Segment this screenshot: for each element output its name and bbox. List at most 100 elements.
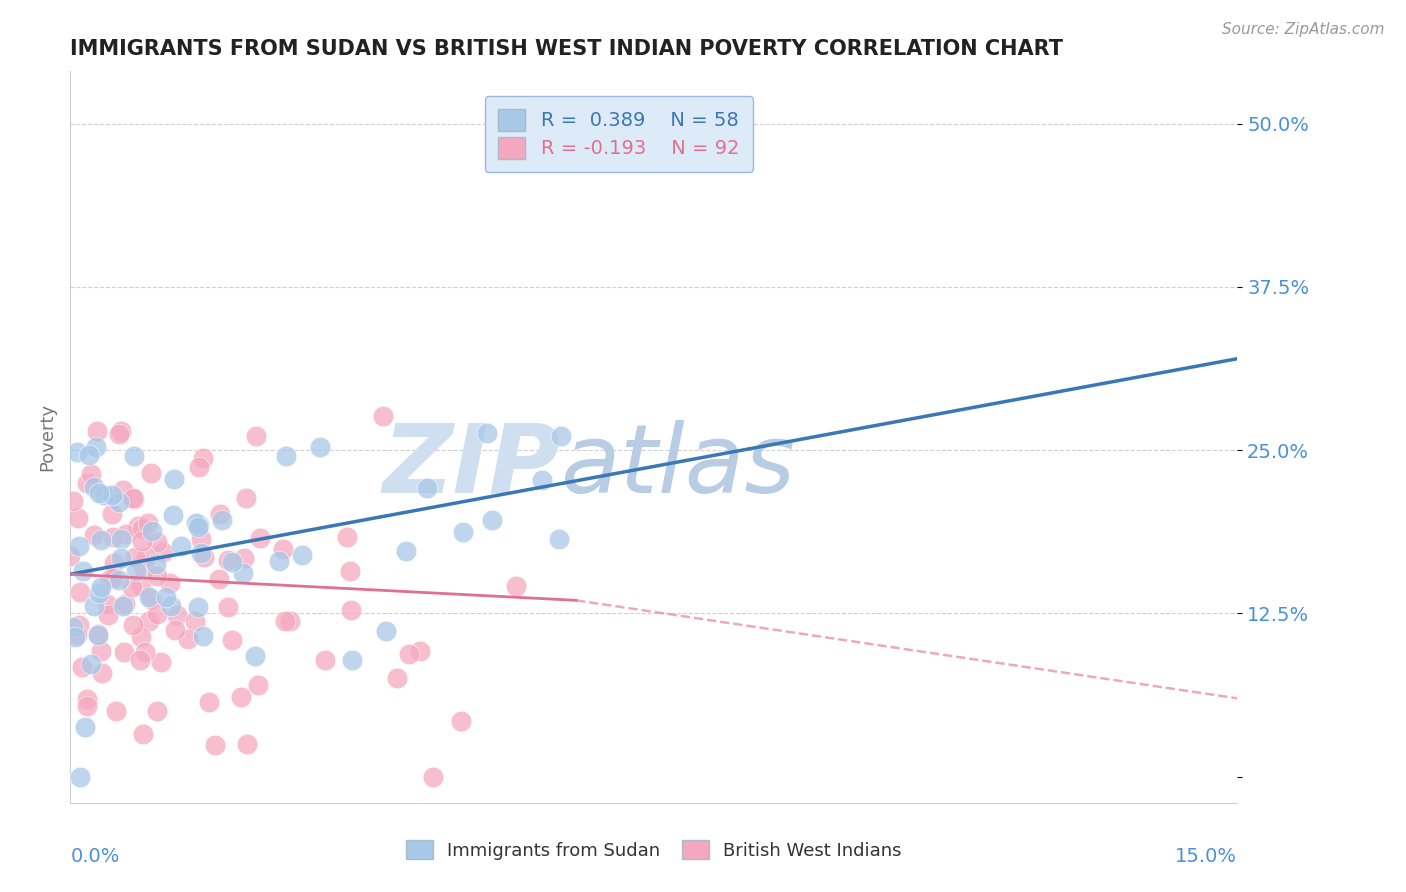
Point [138,615,160,629]
Point [217,600,239,615]
Point [235,491,257,506]
Point [69,584,91,599]
Point [271,541,294,556]
Text: Source: ZipAtlas.com: Source: ZipAtlas.com [1222,22,1385,37]
Point [132,727,155,741]
Point [129,630,152,644]
Point [110,550,132,565]
Point [121,580,143,594]
Point [96,597,118,611]
Point [67,539,90,553]
Point [166,607,188,622]
Point [98,573,121,587]
Point [374,624,396,638]
Point [187,600,209,615]
Point [531,473,554,487]
Point [69,770,91,784]
Point [90,644,112,658]
Point [134,645,156,659]
Point [141,466,163,480]
Point [204,738,226,752]
Point [398,647,420,661]
Point [101,508,124,522]
Point [236,737,259,751]
Point [184,516,207,530]
Point [145,557,167,571]
Point [207,572,229,586]
Point [451,525,474,540]
Point [135,549,157,564]
Point [101,488,124,502]
Point [371,409,394,423]
Point [245,429,267,443]
Point [184,614,207,628]
Point [221,555,243,569]
Point [232,566,254,580]
Point [129,579,152,593]
Point [76,691,98,706]
Point [416,481,439,495]
Point [76,476,98,491]
Point [475,425,498,440]
Point [177,632,200,646]
Point [141,524,163,539]
Point [128,653,150,667]
Point [111,599,134,613]
Point [121,491,143,505]
Point [249,531,271,545]
Point [124,549,146,564]
Point [66,628,89,642]
Point [187,520,209,534]
Point [76,699,98,714]
Point [155,590,177,604]
Point [83,599,105,613]
Point [340,653,363,667]
Point [90,580,112,594]
Point [86,440,108,454]
Legend: Immigrants from Sudan, British West Indians: Immigrants from Sudan, British West Indi… [398,832,910,867]
Point [280,614,302,628]
Point [422,770,444,784]
Text: atlas: atlas [561,420,796,513]
Point [87,628,110,642]
Point [127,518,149,533]
Point [132,562,155,576]
Text: 0.0%: 0.0% [70,847,120,866]
Point [191,451,214,466]
Point [72,565,94,579]
Point [505,579,527,593]
Point [67,510,90,524]
Point [125,564,148,578]
Point [243,648,266,663]
Point [70,660,93,674]
Point [80,467,103,481]
Point [66,445,89,459]
Point [136,516,159,531]
Y-axis label: Poverty: Poverty [38,403,56,471]
Point [122,449,145,463]
Point [149,655,172,669]
Point [188,459,211,474]
Point [162,508,184,522]
Point [170,539,193,553]
Point [141,592,163,607]
Point [115,526,138,541]
Point [274,614,297,628]
Point [131,521,153,535]
Point [103,530,125,544]
Point [107,573,129,587]
Point [409,644,432,658]
Point [80,657,103,671]
Point [191,630,214,644]
Point [211,513,233,527]
Point [114,598,136,612]
Point [309,440,332,454]
Point [163,471,186,485]
Text: IMMIGRANTS FROM SUDAN VS BRITISH WEST INDIAN POVERTY CORRELATION CHART: IMMIGRANTS FROM SUDAN VS BRITISH WEST IN… [70,38,1063,59]
Point [87,586,110,600]
Point [385,671,408,685]
Point [233,550,256,565]
Point [105,704,128,718]
Point [90,665,112,680]
Point [121,618,143,632]
